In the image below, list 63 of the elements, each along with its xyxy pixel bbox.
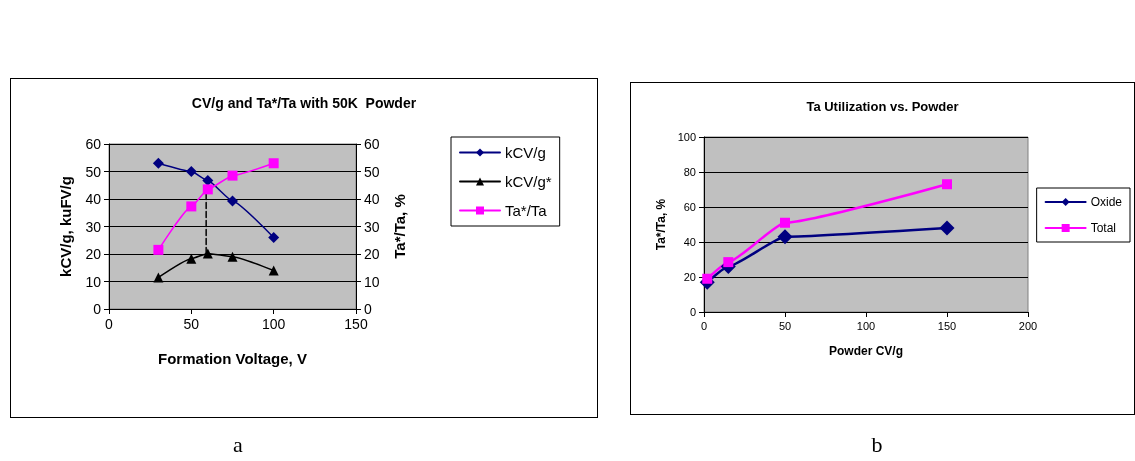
x-tick-label: 0 — [105, 316, 114, 332]
x-tick-label: 0 — [700, 319, 708, 332]
y-tick-label: 40 — [85, 191, 102, 207]
point — [186, 253, 197, 264]
legend-label: kCV/g — [505, 144, 546, 161]
y-tick-label: 20 — [683, 271, 696, 283]
point — [780, 217, 790, 228]
y-tick-label: 80 — [683, 166, 696, 178]
x-axis-title: Formation Voltage, V — [158, 350, 307, 367]
y-tick-label: 60 — [683, 201, 696, 213]
x-tick-label: 100 — [261, 316, 286, 332]
point — [227, 251, 238, 262]
chart-title: CV/g and Ta*/Ta with 50K Powder — [191, 95, 417, 111]
y2-tick-label: 40 — [364, 191, 380, 207]
y2-axis-title: Ta*/Ta, % — [391, 194, 409, 259]
legend-label: Total — [1090, 221, 1117, 235]
point — [723, 257, 734, 268]
y2-tick-label: 10 — [364, 273, 380, 290]
y-axis-title: Ta*/Ta, % — [653, 198, 668, 251]
y2-tick-label: 0 — [364, 301, 372, 317]
chart-title: Ta Utilization vs. Powder — [806, 99, 959, 114]
y-axis-title: kCV/g, kuFV/g — [56, 176, 74, 277]
point — [153, 272, 164, 283]
point — [227, 195, 238, 207]
x-tick-label: 50 — [778, 319, 792, 332]
point — [202, 184, 213, 195]
legend-label: Ta*/Ta — [505, 202, 548, 219]
y2-tick-label: 20 — [364, 246, 380, 262]
y-tick-label: 10 — [85, 273, 102, 290]
legend-label: Oxide — [1090, 195, 1123, 209]
y-tick-label: 0 — [689, 306, 696, 318]
y-tick-label: 100 — [677, 131, 696, 143]
y-tick-label: 50 — [85, 163, 102, 180]
x-tick-label: 150 — [344, 316, 368, 332]
y-tick-label: 30 — [85, 218, 102, 235]
y2-tick-label: 50 — [364, 163, 380, 180]
y-tick-label: 20 — [85, 246, 102, 262]
point — [939, 220, 955, 236]
x-tick-label: 150 — [937, 319, 957, 332]
x-axis-title: Powder CV/g — [828, 344, 904, 358]
point — [227, 170, 238, 181]
text: b — [870, 432, 884, 458]
point — [186, 201, 197, 212]
y2-tick-label: 30 — [364, 218, 380, 235]
point — [942, 179, 952, 190]
point — [268, 265, 279, 276]
point — [702, 273, 713, 284]
point — [268, 232, 280, 243]
text: a — [232, 432, 244, 458]
point — [185, 166, 197, 177]
point — [152, 157, 164, 169]
point — [153, 244, 164, 255]
y2-tick-label: 60 — [364, 136, 380, 152]
x-tick-label: 100 — [856, 319, 876, 332]
y-tick-label: 60 — [85, 136, 102, 152]
point — [268, 158, 279, 169]
y-tick-label: 40 — [683, 236, 696, 248]
legend-label: kCV/g* — [505, 173, 552, 190]
x-tick-label: 50 — [183, 316, 200, 332]
point — [202, 248, 213, 259]
x-tick-label: 200 — [1018, 319, 1038, 332]
y-tick-label: 0 — [93, 301, 102, 317]
point — [777, 229, 793, 245]
